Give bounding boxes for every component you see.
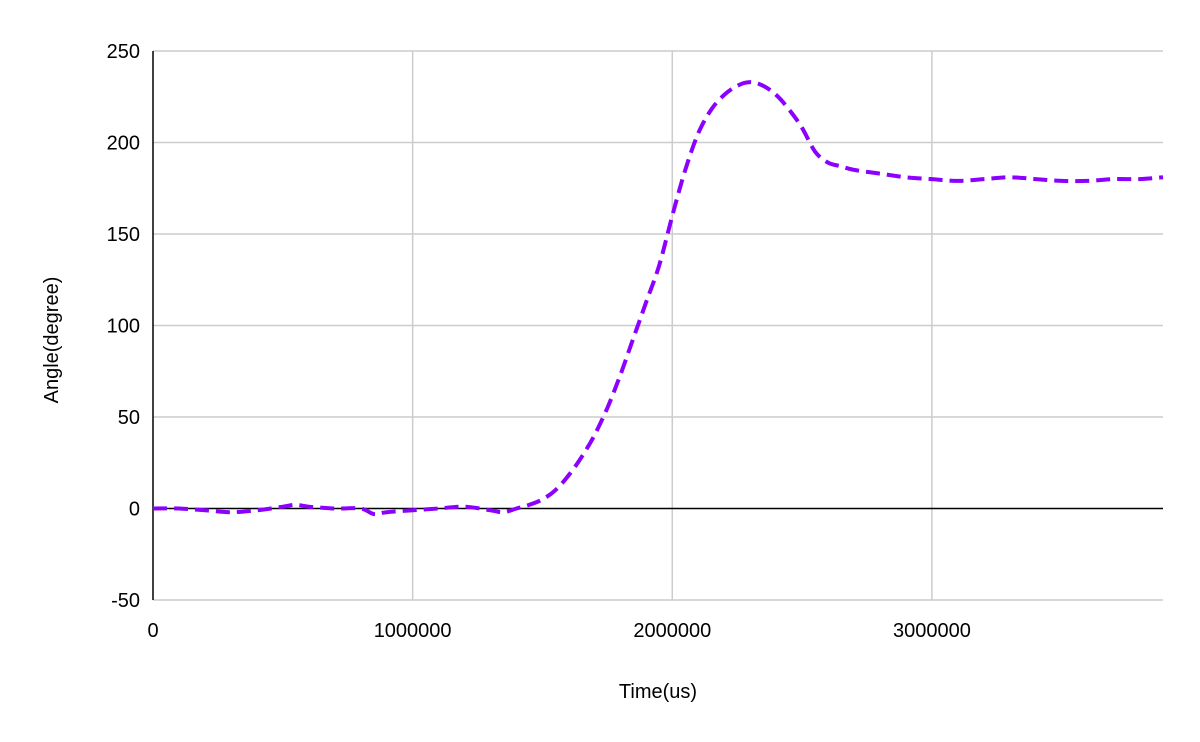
x-tick-label: 1000000 bbox=[374, 620, 452, 642]
y-tick-label: 0 bbox=[129, 499, 140, 521]
y-tick-label: 200 bbox=[107, 133, 140, 155]
y-axis-title: Angle(degree) bbox=[41, 277, 63, 404]
x-tick-label: 3000000 bbox=[893, 620, 971, 642]
x-axis-title: Time(us) bbox=[619, 681, 697, 703]
series-layer bbox=[152, 80, 1164, 517]
y-tick-label: 100 bbox=[107, 316, 140, 338]
x-tick-label: 0 bbox=[147, 620, 158, 642]
y-tick-label: 250 bbox=[107, 41, 140, 63]
y-tick-label: -50 bbox=[111, 590, 140, 612]
series-line bbox=[152, 80, 1164, 517]
y-tick-label: 150 bbox=[107, 224, 140, 246]
tick-labels: -50 0 50 100 150 200 250 0 1000000 2000000 3000000 bbox=[107, 41, 971, 642]
grid-lines bbox=[153, 50, 1163, 601]
x-tick-label: 2000000 bbox=[633, 620, 711, 642]
y-tick-label: 50 bbox=[118, 407, 140, 429]
